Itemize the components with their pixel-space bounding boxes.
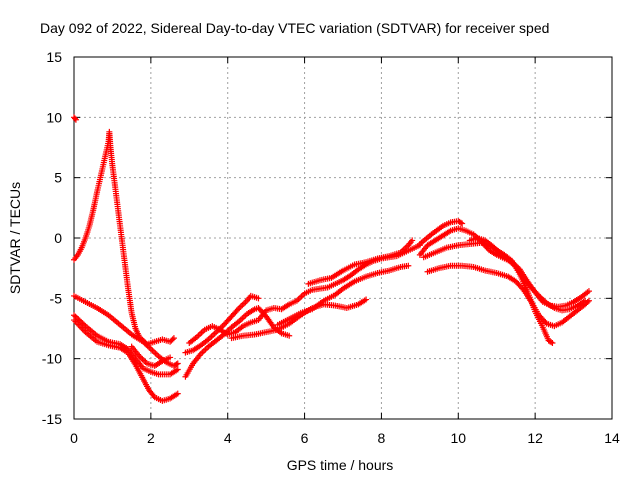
axis-ticks: 0 2 4 6 8 10 12 14 -15 -10 -5 0 5 10 15 <box>42 49 620 446</box>
y-tick-label: 15 <box>46 49 62 65</box>
chart-title: Day 092 of 2022, Sidereal Day-to-day VTE… <box>40 20 549 36</box>
data-point <box>169 336 176 343</box>
series-arc-17 <box>466 235 589 314</box>
series-arc-4 <box>71 312 181 378</box>
data-point <box>72 116 79 123</box>
data-point <box>459 220 466 227</box>
x-tick-label: 14 <box>604 430 620 446</box>
data-point <box>81 321 88 328</box>
series-arc-16 <box>424 262 592 330</box>
y-tick-label: 10 <box>46 109 62 125</box>
series-arc-3 <box>71 292 181 369</box>
y-tick-label: -15 <box>42 411 62 427</box>
data-point <box>549 339 556 346</box>
y-tick-label: -5 <box>50 290 63 306</box>
y-tick-label: 0 <box>54 230 62 246</box>
x-axis-label: GPS time / hours <box>287 457 394 473</box>
series-arc-6 <box>128 343 174 369</box>
data-marks <box>71 114 592 404</box>
series-arc-5 <box>71 317 181 404</box>
data-point <box>255 295 262 302</box>
series-arc-8 <box>182 292 262 356</box>
data-point <box>167 354 174 361</box>
data-point <box>585 288 592 295</box>
data-point <box>582 297 589 304</box>
x-tick-label: 8 <box>378 430 386 446</box>
series-arc-9 <box>186 242 423 346</box>
x-tick-label: 10 <box>450 430 466 446</box>
data-point <box>174 390 181 397</box>
data-point <box>170 335 177 342</box>
data-point <box>174 366 181 373</box>
x-tick-label: 0 <box>70 430 78 446</box>
series-arc-10 <box>228 296 370 342</box>
series-arc-1 <box>71 114 79 123</box>
data-point <box>363 296 370 303</box>
data-point <box>79 320 86 327</box>
series-arc-12 <box>305 237 416 287</box>
grid-lines <box>74 57 612 419</box>
data-point <box>71 115 78 122</box>
data-point <box>286 332 293 339</box>
series-arc-14 <box>416 218 466 248</box>
data-point <box>409 237 416 244</box>
data-point <box>174 360 181 367</box>
x-tick-label: 4 <box>224 430 232 446</box>
data-point <box>457 219 464 226</box>
series-arc-7 <box>182 304 293 380</box>
x-tick-label: 12 <box>527 430 543 446</box>
data-point <box>405 262 412 269</box>
y-axis-label: SDTVAR / TECUs <box>7 182 23 294</box>
data-point <box>548 339 555 346</box>
x-tick-label: 2 <box>147 430 155 446</box>
y-tick-label: 5 <box>54 170 62 186</box>
series-arc-11 <box>274 262 412 328</box>
y-tick-label: -10 <box>42 351 62 367</box>
data-point <box>173 361 180 368</box>
x-tick-label: 6 <box>301 430 309 446</box>
series-arc-2 <box>71 128 177 348</box>
